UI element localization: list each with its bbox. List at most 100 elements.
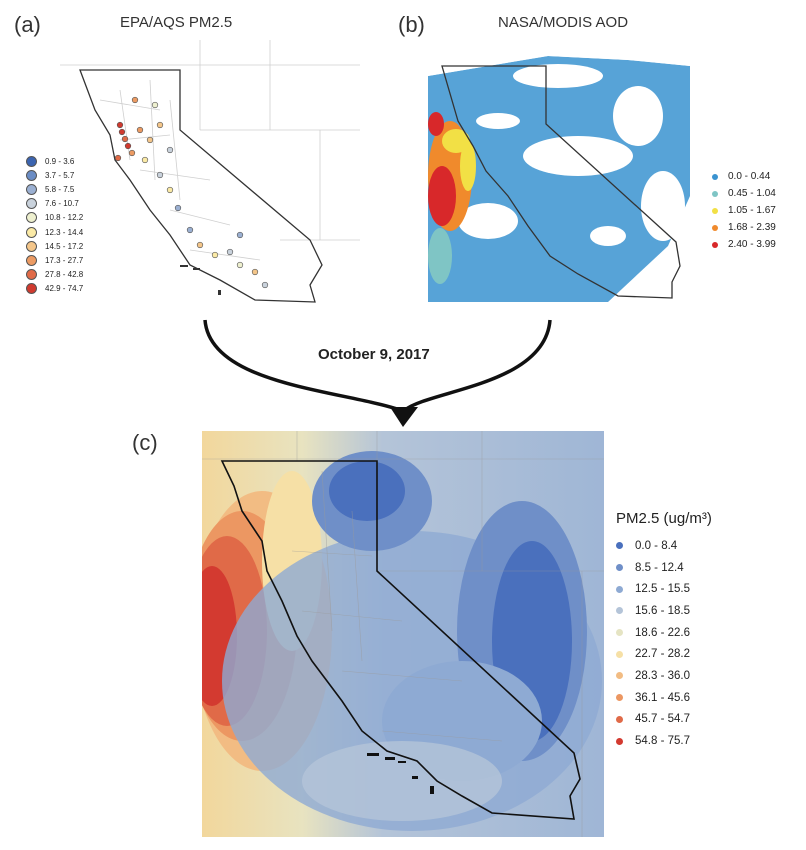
legend-c-swatch bbox=[616, 585, 623, 593]
panel-a-title: EPA/AQS PM2.5 bbox=[120, 14, 233, 31]
legend-a-row: 3.7 - 5.7 bbox=[26, 168, 83, 182]
legend-c-row: 8.5 - 12.4 bbox=[616, 557, 712, 579]
legend-c-range: 28.3 - 36.0 bbox=[635, 669, 690, 682]
panel-c-channel-islands bbox=[367, 753, 434, 794]
legend-b-swatch bbox=[712, 207, 718, 214]
legend-b-range: 0.45 - 1.04 bbox=[728, 188, 776, 199]
panel-b-title: NASA/MODIS AOD bbox=[498, 14, 629, 31]
legend-a-row: 12.3 - 14.4 bbox=[26, 225, 83, 239]
legend-a-swatch bbox=[26, 169, 37, 181]
legend-b-range: 1.68 - 2.39 bbox=[728, 222, 776, 233]
legend-a-range: 0.9 - 3.6 bbox=[45, 156, 75, 166]
legend-a-range: 14.5 - 17.2 bbox=[45, 241, 84, 251]
legend-a-row: 17.3 - 27.7 bbox=[26, 253, 83, 267]
legend-a-range: 12.3 - 14.4 bbox=[45, 227, 84, 237]
arrow-head-icon bbox=[390, 407, 418, 427]
legend-c-swatch bbox=[616, 629, 623, 637]
legend-b-range: 0.0 - 0.44 bbox=[728, 171, 771, 182]
legend-c-swatch bbox=[616, 650, 623, 658]
legend-b-swatch bbox=[712, 190, 718, 197]
date-label: October 9, 2017 bbox=[318, 346, 430, 363]
panel-a-boundary-lines bbox=[60, 40, 360, 261]
legend-b-swatch bbox=[712, 173, 718, 180]
legend-a-swatch bbox=[26, 183, 37, 195]
legend-a-row: 27.8 - 42.8 bbox=[26, 268, 83, 282]
legend-c-range: 54.8 - 75.7 bbox=[635, 735, 690, 748]
legend-a-swatch bbox=[26, 269, 37, 281]
legend-c-range: 12.5 - 15.5 bbox=[635, 583, 690, 596]
arrow-left-curve bbox=[203, 319, 401, 412]
legend-b-swatch bbox=[712, 224, 718, 231]
legend-c-swatch bbox=[616, 672, 623, 680]
legend-a-range: 42.9 - 74.7 bbox=[45, 284, 84, 294]
panel-b-smoke-plume bbox=[428, 112, 476, 284]
legend-a-row: 7.6 - 10.7 bbox=[26, 197, 83, 211]
legend-b-row: 0.0 - 0.44 bbox=[712, 168, 776, 185]
legend-a-range: 27.8 - 42.8 bbox=[45, 270, 84, 280]
legend-b-row: 0.45 - 1.04 bbox=[712, 185, 776, 202]
legend-c-swatch bbox=[616, 542, 623, 550]
panel-b-map bbox=[428, 46, 690, 302]
legend-c-row: 28.3 - 36.0 bbox=[616, 665, 712, 687]
legend-a-row: 10.8 - 12.2 bbox=[26, 211, 83, 225]
legend-a-swatch bbox=[26, 198, 37, 210]
panel-c-label: (c) bbox=[132, 430, 158, 455]
panel-c-map bbox=[202, 431, 604, 837]
legend-c-row: 22.7 - 28.2 bbox=[616, 643, 712, 665]
legend-a-range: 7.6 - 10.7 bbox=[45, 199, 79, 209]
panel-a-legend: 0.9 - 3.6 3.7 - 5.7 5.8 - 7.5 7.6 - 10.7… bbox=[26, 154, 83, 296]
panel-b-label: (b) bbox=[398, 12, 425, 37]
legend-c-range: 15.6 - 18.5 bbox=[635, 604, 690, 617]
legend-c-range: 0.0 - 8.4 bbox=[635, 539, 678, 552]
legend-b-range: 2.40 - 3.99 bbox=[728, 239, 776, 250]
legend-a-row: 0.9 - 3.6 bbox=[26, 154, 83, 168]
legend-a-swatch bbox=[26, 240, 37, 252]
legend-a-range: 5.8 - 7.5 bbox=[45, 184, 75, 194]
legend-b-row: 1.68 - 2.39 bbox=[712, 219, 776, 236]
legend-a-row: 5.8 - 7.5 bbox=[26, 182, 83, 196]
panel-a-california-outline bbox=[79, 69, 323, 303]
legend-a-swatch bbox=[26, 212, 37, 224]
legend-c-range: 45.7 - 54.7 bbox=[635, 713, 690, 726]
legend-a-row: 42.9 - 74.7 bbox=[26, 282, 83, 296]
panel-c-california-outline bbox=[220, 460, 581, 820]
panel-b-legend: 0.0 - 0.44 0.45 - 1.04 1.05 - 1.67 1.68 … bbox=[712, 168, 776, 253]
legend-b-swatch bbox=[712, 241, 718, 248]
legend-c-row: 15.6 - 18.5 bbox=[616, 600, 712, 622]
panel-c-legend: PM2.5 (ug/m³) 0.0 - 8.4 8.5 - 12.4 12.5 … bbox=[616, 510, 712, 752]
panel-b-cloud-gaps bbox=[428, 46, 690, 246]
legend-c-row: 18.6 - 22.6 bbox=[616, 622, 712, 644]
legend-a-swatch bbox=[26, 254, 37, 266]
merge-arrows bbox=[203, 319, 552, 427]
legend-b-row: 1.05 - 1.67 bbox=[712, 202, 776, 219]
legend-a-row: 14.5 - 17.2 bbox=[26, 239, 83, 253]
panel-a-map bbox=[60, 40, 360, 303]
legend-c-range: 22.7 - 28.2 bbox=[635, 648, 690, 661]
legend-c-row: 54.8 - 75.7 bbox=[616, 730, 712, 752]
legend-c-range: 36.1 - 45.6 bbox=[635, 691, 690, 704]
legend-c-swatch bbox=[616, 737, 623, 745]
legend-a-swatch bbox=[26, 283, 37, 295]
legend-c-row: 36.1 - 45.6 bbox=[616, 687, 712, 709]
legend-c-swatch bbox=[616, 564, 623, 572]
legend-b-range: 1.05 - 1.67 bbox=[728, 205, 776, 216]
legend-c-row: 45.7 - 54.7 bbox=[616, 709, 712, 731]
arrow-right-curve bbox=[403, 319, 552, 412]
legend-c-title: PM2.5 (ug/m³) bbox=[616, 510, 712, 527]
legend-c-range: 8.5 - 12.4 bbox=[635, 561, 684, 574]
legend-c-swatch bbox=[616, 715, 623, 723]
panel-c-clean-air bbox=[222, 451, 602, 831]
legend-c-row: 0.0 - 8.4 bbox=[616, 535, 712, 557]
panel-a-label: (a) bbox=[14, 12, 41, 37]
panel-c-boundary-lines bbox=[202, 431, 604, 837]
legend-a-swatch bbox=[26, 226, 37, 238]
legend-b-row: 2.40 - 3.99 bbox=[712, 236, 776, 253]
panel-b-california-outline bbox=[441, 65, 681, 299]
legend-a-range: 10.8 - 12.2 bbox=[45, 213, 84, 223]
legend-c-range: 18.6 - 22.6 bbox=[635, 626, 690, 639]
legend-a-swatch bbox=[26, 155, 37, 167]
legend-a-range: 17.3 - 27.7 bbox=[45, 255, 84, 265]
legend-c-swatch bbox=[616, 694, 623, 702]
panel-a-monitor-sites bbox=[114, 96, 269, 289]
panel-a-channel-islands bbox=[180, 265, 221, 295]
